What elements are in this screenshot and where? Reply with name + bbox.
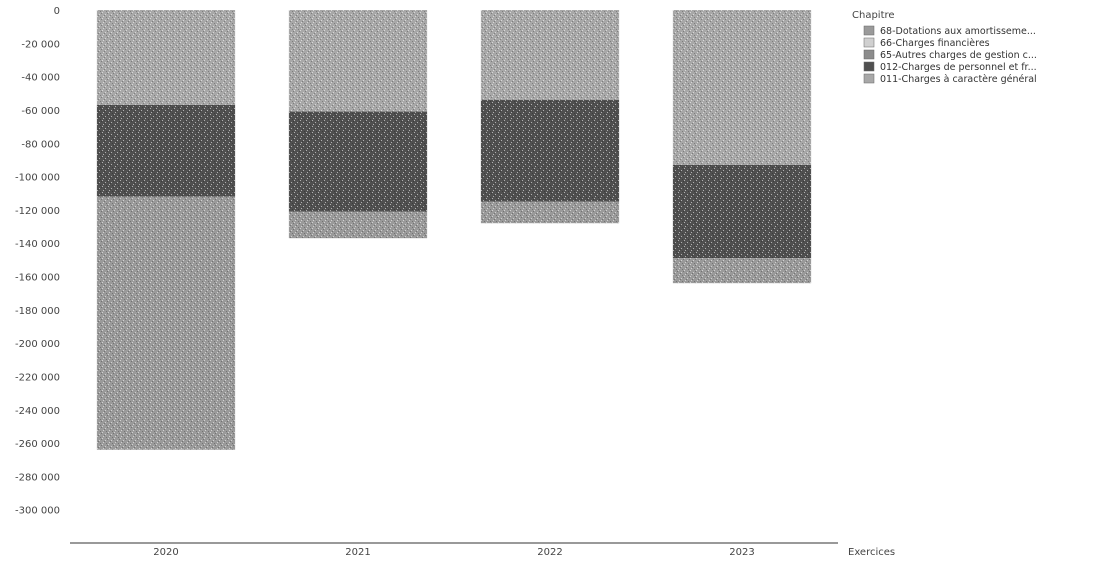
legend-entry[interactable]: 012-Charges de personnel et fr...: [880, 62, 1037, 73]
bars-group: [96, 10, 812, 450]
y-tick-label: -220 000: [15, 372, 60, 383]
bar-texture: [480, 10, 620, 100]
y-tick-label: -20 000: [21, 39, 60, 50]
bar-texture: [96, 196, 236, 450]
bar-texture: [288, 211, 428, 239]
y-tick-label: -80 000: [21, 139, 60, 150]
x-tick-label: 2020: [153, 547, 178, 558]
x-tick-label: 2023: [729, 547, 754, 558]
legend-entry[interactable]: 68-Dotations aux amortisseme...: [880, 26, 1036, 37]
legend-entry[interactable]: 66-Charges financières: [880, 38, 990, 49]
legend-entry[interactable]: 011-Charges à caractère général: [880, 74, 1037, 85]
y-axis: 0 -20 000 -40 000 -60 000 -80 000 -100 000 -12…: [15, 6, 60, 517]
legend-entry[interactable]: 65-Autres charges de gestion c...: [880, 50, 1037, 61]
bar-texture: [480, 201, 620, 224]
y-tick-label: -60 000: [21, 106, 60, 117]
legend-swatch: [863, 25, 875, 36]
y-tick-label: -180 000: [15, 306, 60, 317]
y-tick-label: -140 000: [15, 239, 60, 250]
y-tick-label: -160 000: [15, 273, 60, 284]
bar-texture: [96, 10, 236, 105]
legend-title: Chapitre: [852, 10, 895, 21]
bar-texture: [288, 10, 428, 112]
legend: Chapitre 68-Dotations aux amortisseme...…: [852, 10, 1037, 85]
bar-texture: [480, 99, 620, 202]
y-tick-label: -40 000: [21, 73, 60, 84]
y-tick-label: -240 000: [15, 406, 60, 417]
y-tick-label: -280 000: [15, 472, 60, 483]
legend-swatch: [863, 49, 875, 60]
bar-texture: [288, 111, 428, 212]
y-tick-label: -120 000: [15, 206, 60, 217]
bar-texture: [672, 10, 812, 165]
y-tick-label: -260 000: [15, 439, 60, 450]
x-axis-title: Exercices: [848, 547, 895, 558]
y-tick-label: -300 000: [15, 506, 60, 517]
y-tick-label: 0: [54, 6, 60, 17]
bar-texture: [672, 164, 812, 259]
bar-texture: [672, 258, 812, 284]
legend-swatch: [863, 61, 875, 72]
legend-swatch: [863, 37, 875, 48]
x-tick-label: 2021: [345, 547, 370, 558]
y-tick-label: -200 000: [15, 339, 60, 350]
bar-texture: [96, 104, 236, 197]
y-tick-label: -100 000: [15, 173, 60, 184]
x-axis: Exercices 2020 2021 2022 2023: [70, 542, 895, 558]
legend-swatch: [863, 73, 875, 84]
x-tick-label: 2022: [537, 547, 562, 558]
